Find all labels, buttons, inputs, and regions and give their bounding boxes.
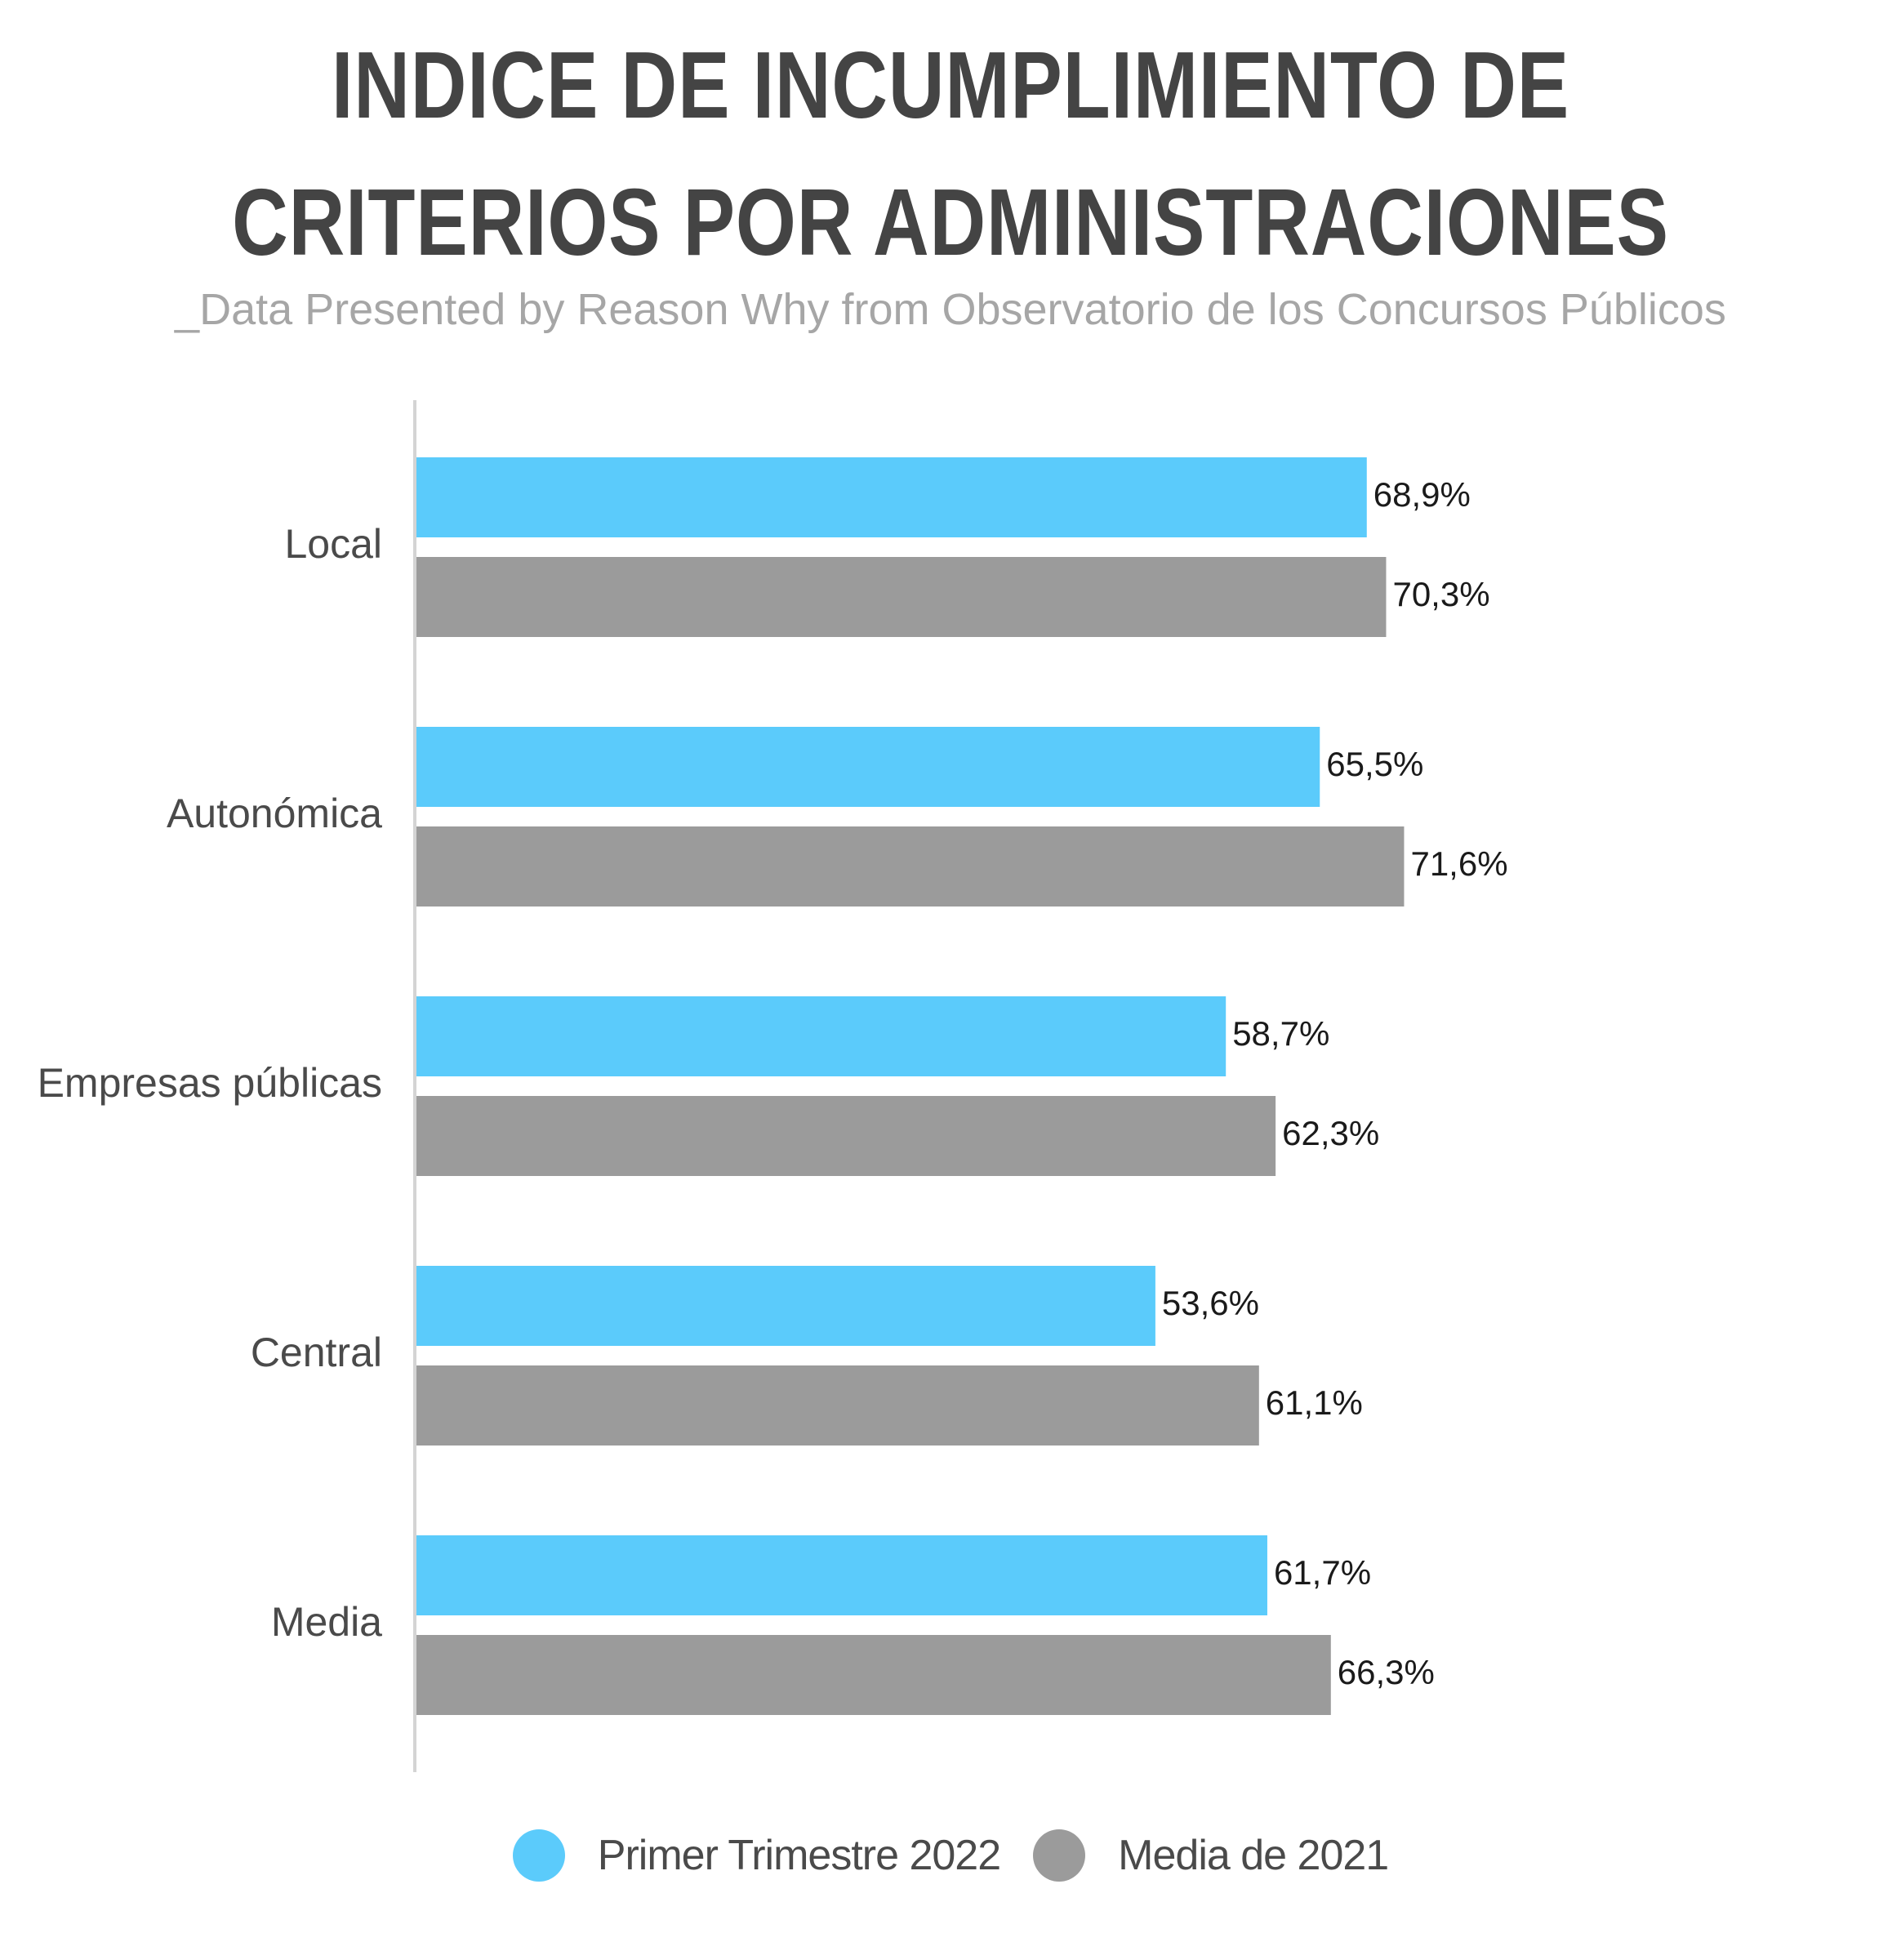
legend-swatch-series-2 <box>1033 1829 1086 1882</box>
bar-media-2021 <box>415 1635 1331 1715</box>
category-label: Local <box>284 521 382 567</box>
bar-primer-trimestre-2022 <box>415 996 1227 1076</box>
legend-label-series-1: Primer Trimestre 2022 <box>597 1832 1001 1879</box>
legend-item-series-2: Media de 2021 <box>1033 1829 1389 1882</box>
data-label: 53,6% <box>1162 1284 1259 1322</box>
chart-subtitle: _Data Presented by Reason Why from Obser… <box>175 285 1726 334</box>
bar-primer-trimestre-2022 <box>415 1266 1155 1346</box>
data-label: 61,1% <box>1266 1383 1363 1422</box>
bar-media-2021 <box>415 1096 1276 1176</box>
data-label: 61,7% <box>1274 1553 1371 1592</box>
data-label: 58,7% <box>1232 1014 1329 1053</box>
legend-label-series-2: Media de 2021 <box>1118 1832 1389 1879</box>
bar-media-2021 <box>415 557 1387 637</box>
bar-chart: Local 68,9% 70,3% Autonómica 65,5% 71,6% Empre… <box>38 400 1508 1772</box>
data-label: 68,9% <box>1373 475 1471 514</box>
chart-title: INDICE DE INCUMPLIMIENTO DE CRITERIOS PO… <box>232 32 1669 275</box>
data-label: 70,3% <box>1392 575 1489 613</box>
bar-primer-trimestre-2022 <box>415 727 1320 807</box>
bar-media-2021 <box>415 826 1405 906</box>
legend-item-series-1: Primer Trimestre 2022 <box>512 1829 1001 1882</box>
bar-primer-trimestre-2022 <box>415 1535 1267 1615</box>
category-label: Central <box>251 1330 382 1375</box>
category-label: Empresas públicas <box>38 1060 382 1106</box>
data-label: 62,3% <box>1282 1114 1379 1152</box>
data-label: 65,5% <box>1326 745 1423 783</box>
data-label: 66,3% <box>1338 1653 1435 1691</box>
data-label: 71,6% <box>1410 844 1507 883</box>
legend-swatch-series-1 <box>512 1829 565 1882</box>
category-label: Media <box>271 1599 382 1645</box>
category-label: Autonómica <box>167 791 382 836</box>
bar-primer-trimestre-2022 <box>415 457 1367 537</box>
bar-media-2021 <box>415 1365 1259 1446</box>
legend: Primer Trimestre 2022 Media de 2021 <box>0 1829 1901 1882</box>
